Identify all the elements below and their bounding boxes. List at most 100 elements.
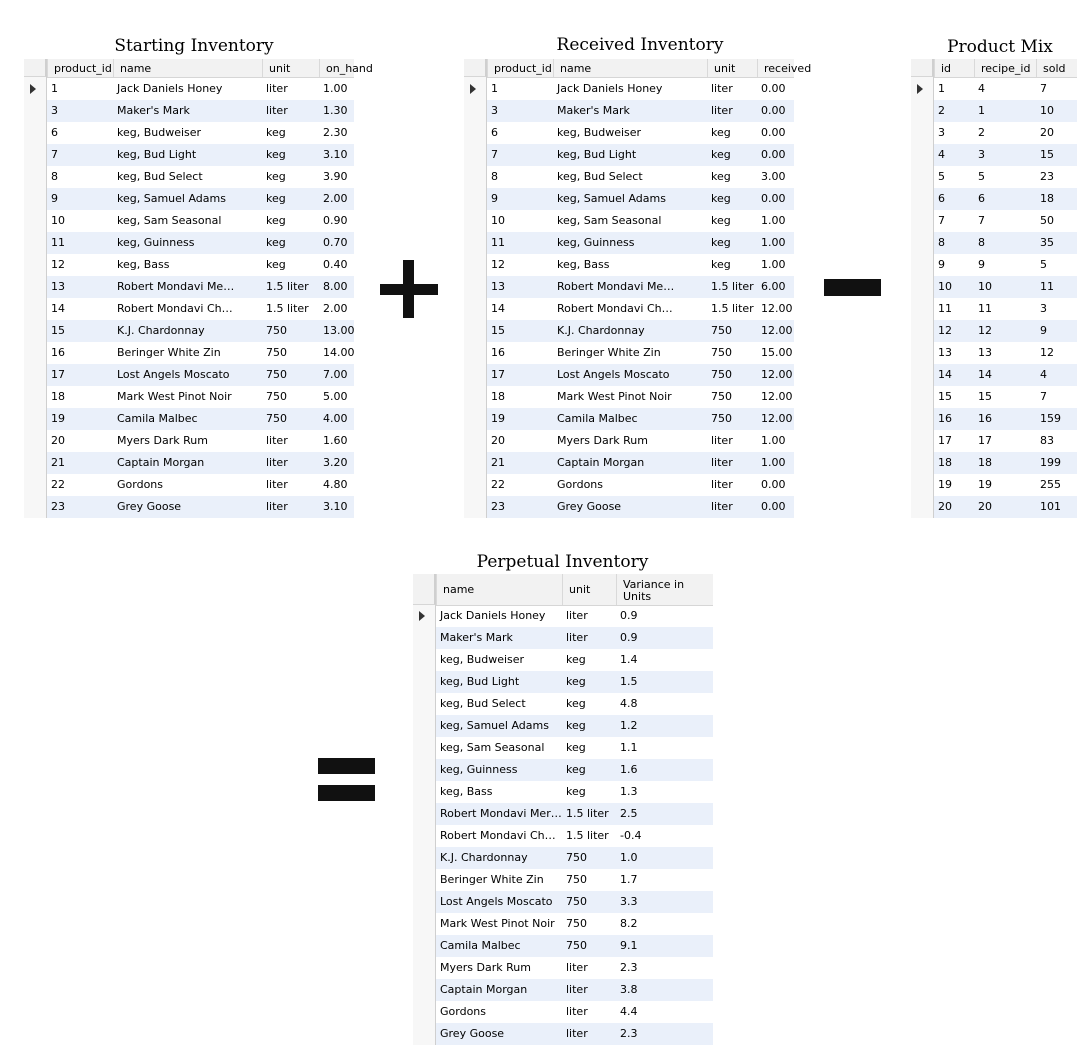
table-cell[interactable]: 5 xyxy=(978,170,985,183)
table-cell[interactable]: 10 xyxy=(1040,104,1054,117)
table-cell[interactable]: Jack Daniels Honey xyxy=(557,82,663,95)
table-row[interactable]: 9 keg, Samuel Adams keg 0.00 xyxy=(487,188,794,210)
table-cell[interactable]: 14 xyxy=(51,302,65,315)
table-cell[interactable]: keg xyxy=(266,170,286,183)
table-cell[interactable]: Captain Morgan xyxy=(440,983,528,996)
table-cell[interactable]: keg xyxy=(266,236,286,249)
table-cell[interactable]: 0.00 xyxy=(761,478,786,491)
table-cell[interactable]: 15 xyxy=(491,324,505,337)
table-row[interactable]: 18 Mark West Pinot Noir 750 5.00 xyxy=(47,386,354,408)
table-row[interactable]: 12 12 9 xyxy=(934,320,1077,342)
table-row[interactable]: keg, Budweiser keg 1.4 xyxy=(436,649,713,671)
table-row[interactable]: 23 Grey Goose liter 0.00 xyxy=(487,496,794,518)
table-cell[interactable]: 13 xyxy=(938,346,952,359)
table-cell[interactable]: 750 xyxy=(266,390,287,403)
table-cell[interactable]: 4.80 xyxy=(323,478,348,491)
table-cell[interactable]: 16 xyxy=(978,412,992,425)
table-cell[interactable]: K.J. Chardonnay xyxy=(440,851,528,864)
column-header-name[interactable]: name xyxy=(113,59,237,77)
table-cell[interactable]: 750 xyxy=(566,917,587,930)
table-cell[interactable]: Robert Mondavi Merlot xyxy=(440,807,562,820)
table-row[interactable]: Mark West Pinot Noir 750 8.2 xyxy=(436,913,713,935)
column-header-sold[interactable]: sold xyxy=(1036,59,1076,77)
table-cell[interactable]: 13 xyxy=(491,280,505,293)
table-cell[interactable]: keg, Bud Select xyxy=(557,170,643,183)
table-row[interactable]: keg, Samuel Adams keg 1.2 xyxy=(436,715,713,737)
table-cell[interactable]: 750 xyxy=(266,324,287,337)
table-cell[interactable]: 23 xyxy=(491,500,505,513)
table-cell[interactable]: 1.5 xyxy=(620,675,638,688)
table-row[interactable]: 22 Gordons liter 0.00 xyxy=(487,474,794,496)
table-cell[interactable]: Robert Mondavi Char... xyxy=(117,302,237,315)
table-row[interactable]: 22 Gordons liter 4.80 xyxy=(47,474,354,496)
table-cell[interactable]: 1.5 liter xyxy=(566,829,609,842)
table-cell[interactable]: keg, Bass xyxy=(117,258,170,271)
table-row[interactable]: 15 15 7 xyxy=(934,386,1077,408)
table-row[interactable]: 21 Captain Morgan liter 1.00 xyxy=(487,452,794,474)
column-header-unit[interactable]: unit xyxy=(562,574,616,605)
column-header-product-id[interactable]: product_id xyxy=(487,59,553,77)
table-cell[interactable]: 2.3 xyxy=(620,1027,638,1040)
table-cell[interactable]: 18 xyxy=(51,390,65,403)
table-cell[interactable]: 3.00 xyxy=(761,170,786,183)
table-cell[interactable]: 4 xyxy=(1040,368,1047,381)
table-cell[interactable]: keg xyxy=(266,126,286,139)
table-row[interactable]: 16 16 159 xyxy=(934,408,1077,430)
table-cell[interactable]: keg, Budweiser xyxy=(557,126,642,139)
table-cell[interactable]: keg, Bud Light xyxy=(117,148,197,161)
table-cell[interactable]: keg xyxy=(566,763,586,776)
table-cell[interactable]: 1.0 xyxy=(620,851,638,864)
table-row[interactable]: 13 Robert Mondavi Merlot 1.5 liter 6.00 xyxy=(487,276,794,298)
table-cell[interactable]: 9 xyxy=(51,192,58,205)
table-cell[interactable]: Maker's Mark xyxy=(117,104,190,117)
table-row[interactable]: Grey Goose liter 2.3 xyxy=(436,1023,713,1045)
table-cell[interactable]: keg xyxy=(711,148,731,161)
table-cell[interactable]: liter xyxy=(266,82,288,95)
table-cell[interactable]: 1.5 liter xyxy=(711,280,754,293)
table-cell[interactable]: keg xyxy=(266,192,286,205)
table-cell[interactable]: 7 xyxy=(51,148,58,161)
table-row[interactable]: 3 Maker's Mark liter 0.00 xyxy=(487,100,794,122)
table-cell[interactable]: keg, Bud Select xyxy=(117,170,203,183)
table-cell[interactable]: 1.60 xyxy=(323,434,348,447)
table-row[interactable]: 17 Lost Angels Moscato 750 7.00 xyxy=(47,364,354,386)
table-row[interactable]: Gordons liter 4.4 xyxy=(436,1001,713,1023)
table-cell[interactable]: 22 xyxy=(51,478,65,491)
column-header-name[interactable]: name xyxy=(436,574,562,605)
table-cell[interactable]: 4.8 xyxy=(620,697,638,710)
table-row[interactable]: 13 13 12 xyxy=(934,342,1077,364)
table-cell[interactable]: Jack Daniels Honey xyxy=(117,82,223,95)
table-cell[interactable]: 101 xyxy=(1040,500,1061,513)
table-row[interactable]: 12 keg, Bass keg 0.40 xyxy=(47,254,354,276)
table-row[interactable]: Robert Mondavi Merlot 1.5 liter 2.5 xyxy=(436,803,713,825)
table-cell[interactable]: 9 xyxy=(1040,324,1047,337)
table-cell[interactable]: 16 xyxy=(51,346,65,359)
table-cell[interactable]: keg xyxy=(566,675,586,688)
table-row[interactable]: 14 Robert Mondavi Char... 1.5 liter 2.00 xyxy=(47,298,354,320)
table-cell[interactable]: 18 xyxy=(978,456,992,469)
table-row[interactable]: 19 Camila Malbec 750 4.00 xyxy=(47,408,354,430)
table-cell[interactable]: 10 xyxy=(51,214,65,227)
table-cell[interactable]: 14 xyxy=(938,368,952,381)
table-cell[interactable]: 8 xyxy=(938,236,945,249)
table-cell[interactable]: Maker's Mark xyxy=(557,104,630,117)
table-cell[interactable]: 2.3 xyxy=(620,961,638,974)
table-cell[interactable]: 6 xyxy=(51,126,58,139)
table-cell[interactable]: 11 xyxy=(51,236,65,249)
table-cell[interactable]: 50 xyxy=(1040,214,1054,227)
table-cell[interactable]: 750 xyxy=(711,390,732,403)
table-cell[interactable]: 12 xyxy=(978,324,992,337)
table-row[interactable]: 16 Beringer White Zin 750 14.00 xyxy=(47,342,355,364)
table-row[interactable]: 4 3 15 xyxy=(934,144,1077,166)
table-cell[interactable]: 0.90 xyxy=(323,214,348,227)
table-cell[interactable]: 7.00 xyxy=(323,368,348,381)
table-cell[interactable]: 14 xyxy=(491,302,505,315)
table-row[interactable]: K.J. Chardonnay 750 1.0 xyxy=(436,847,713,869)
table-cell[interactable]: 1.30 xyxy=(323,104,348,117)
table-cell[interactable]: K.J. Chardonnay xyxy=(557,324,645,337)
table-cell[interactable]: 20 xyxy=(978,500,992,513)
table-row[interactable]: Captain Morgan liter 3.8 xyxy=(436,979,713,1001)
table-cell[interactable]: 0.00 xyxy=(761,82,786,95)
table-cell[interactable]: keg, Bud Light xyxy=(557,148,637,161)
table-cell[interactable]: 3 xyxy=(938,126,945,139)
